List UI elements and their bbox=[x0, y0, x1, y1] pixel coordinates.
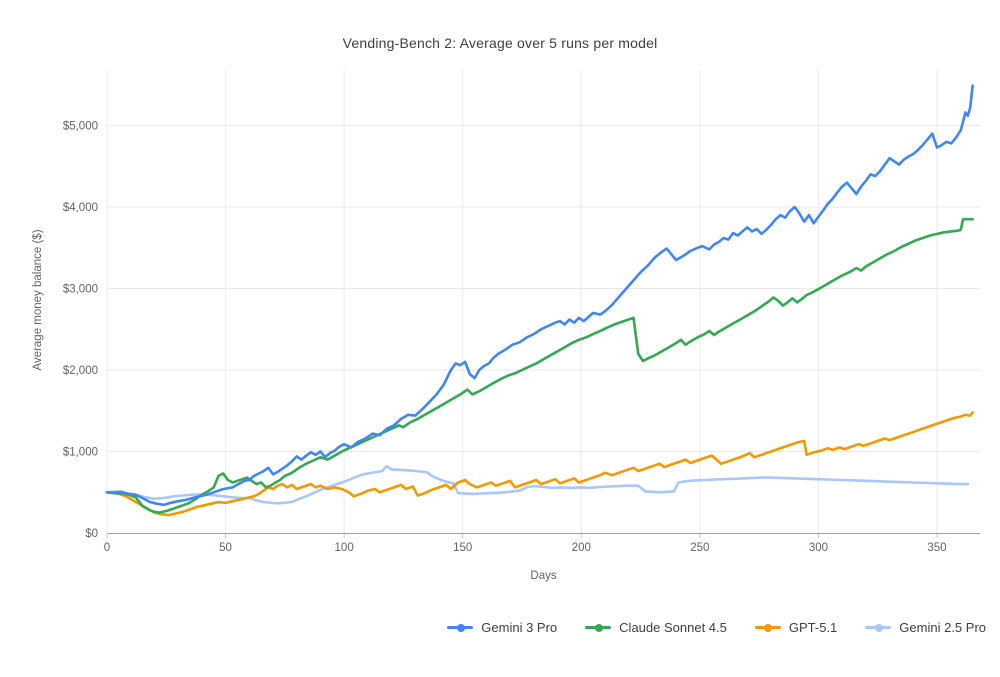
series-line-claude-sonnet-4-5 bbox=[105, 217, 974, 514]
legend-marker-icon bbox=[585, 623, 612, 632]
y-tick-label: $5,000 bbox=[63, 121, 98, 133]
x-tick-label: 100 bbox=[335, 542, 354, 554]
x-tick-label: 50 bbox=[219, 542, 232, 554]
legend: Gemini 3 Pro Claude Sonnet 4.5 GPT-5.1 Gemi… bbox=[447, 620, 986, 635]
series-line-gpt-5-1 bbox=[105, 411, 974, 517]
legend-item-gpt-5-1[interactable]: GPT-5.1 bbox=[754, 620, 838, 635]
legend-item-gemini-3-pro[interactable]: Gemini 3 Pro bbox=[447, 620, 557, 635]
legend-item-gemini-2-5-pro[interactable]: Gemini 2.5 Pro bbox=[865, 620, 986, 635]
x-tick-label: 300 bbox=[809, 542, 828, 554]
series-line-gemini-2-5-pro bbox=[105, 464, 970, 505]
legend-marker-icon bbox=[447, 623, 474, 632]
legend-marker-icon bbox=[754, 623, 781, 632]
legend-label: GPT-5.1 bbox=[788, 620, 838, 635]
y-tick-label: $2,000 bbox=[63, 365, 98, 377]
legend-label: Gemini 3 Pro bbox=[481, 620, 558, 635]
x-tick-label: 150 bbox=[453, 542, 472, 554]
y-tick-label: $4,000 bbox=[63, 202, 98, 214]
x-tick-label: 200 bbox=[572, 542, 591, 554]
legend-item-claude-sonnet-4-5[interactable]: Claude Sonnet 4.5 bbox=[585, 620, 727, 635]
x-tick-label: 250 bbox=[690, 542, 709, 554]
series-line-gemini-3-pro bbox=[105, 84, 974, 507]
legend-label: Gemini 2.5 Pro bbox=[899, 620, 986, 635]
y-tick-label: $0 bbox=[85, 528, 98, 540]
x-axis-title: Days bbox=[530, 570, 557, 582]
y-axis-title: Average money balance ($) bbox=[32, 229, 44, 371]
chart-title: Vending-Bench 2: Average over 5 runs per… bbox=[342, 35, 658, 51]
legend-label: Claude Sonnet 4.5 bbox=[619, 620, 727, 635]
legend-marker-icon bbox=[865, 623, 892, 632]
x-tick-label: 0 bbox=[104, 542, 110, 554]
y-tick-label: $3,000 bbox=[63, 284, 98, 296]
y-tick-label: $1,000 bbox=[63, 447, 98, 459]
x-tick-label: 350 bbox=[927, 542, 946, 554]
